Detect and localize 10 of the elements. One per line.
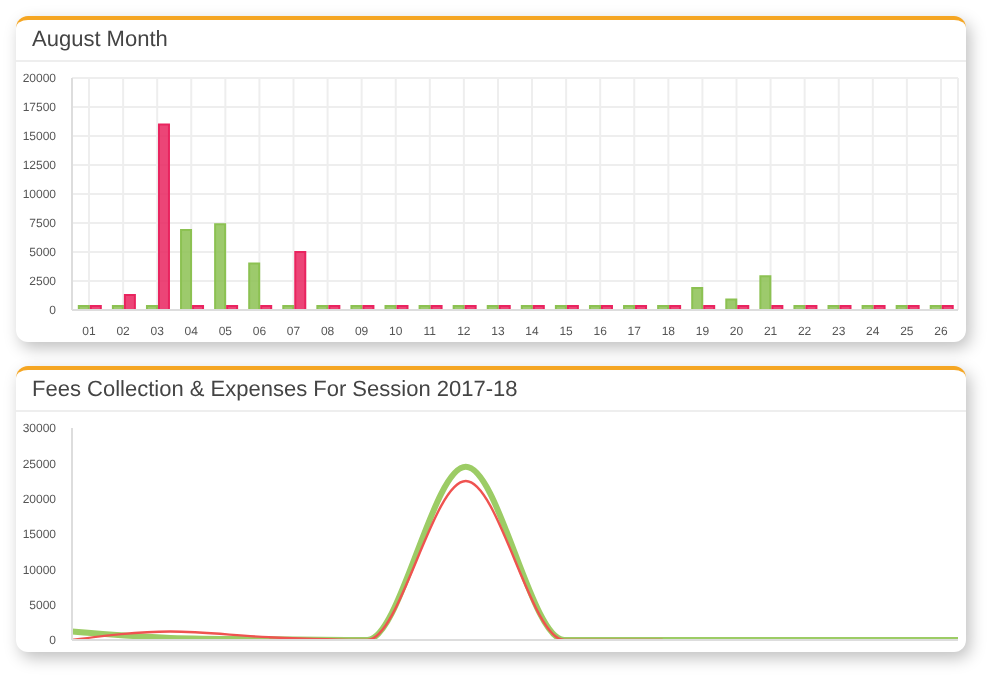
bar <box>248 262 261 310</box>
bar <box>725 298 738 310</box>
chart-title: August Month <box>16 20 966 62</box>
bar <box>123 293 136 310</box>
bar <box>214 223 227 310</box>
bar <box>294 251 307 310</box>
chart-title: Fees Collection & Expenses For Session 2017-18 <box>16 370 966 412</box>
bar <box>759 275 772 310</box>
bar <box>180 228 193 310</box>
bar <box>691 286 704 310</box>
